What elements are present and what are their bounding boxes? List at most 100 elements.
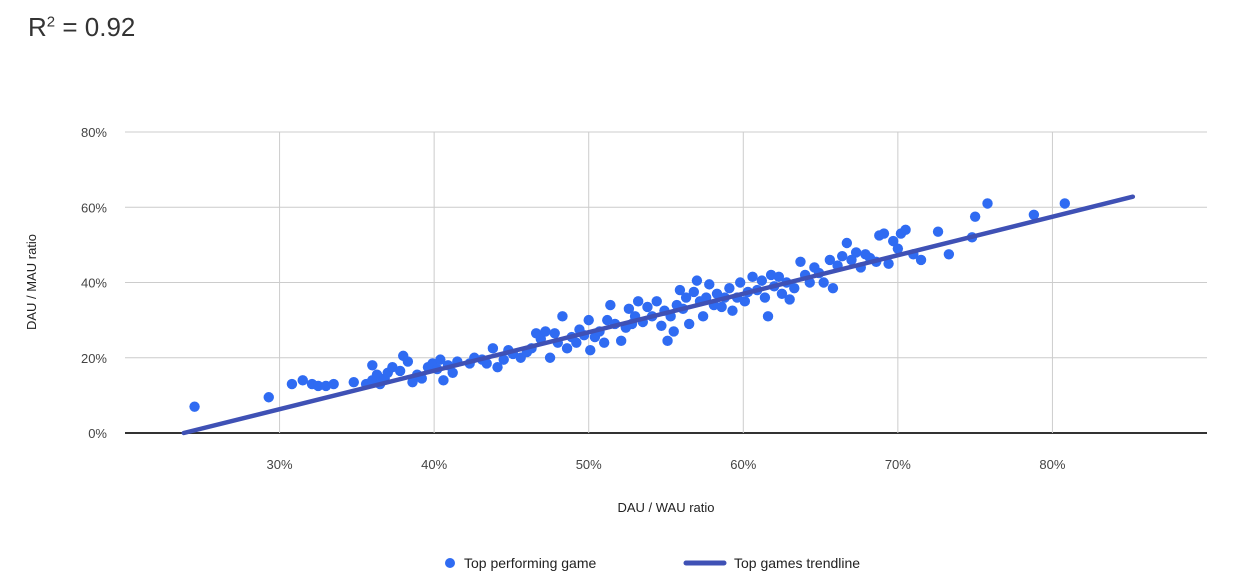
y-axis-label: DAU / MAU ratio <box>24 234 39 330</box>
x-tick-label: 70% <box>885 457 911 472</box>
data-point <box>776 288 788 299</box>
data-point <box>615 335 627 347</box>
data-point <box>447 367 458 378</box>
data-point <box>263 392 274 403</box>
r-squared-exponent: 2 <box>46 13 56 31</box>
data-point <box>878 228 890 239</box>
r-squared-symbol: R <box>28 12 47 42</box>
data-point <box>762 311 774 322</box>
data-point <box>656 320 667 331</box>
data-point <box>583 314 594 326</box>
data-point <box>724 282 735 294</box>
data-point <box>784 294 795 305</box>
data-point <box>1059 198 1070 209</box>
data-point <box>773 271 785 283</box>
data-point <box>605 299 616 311</box>
data-point <box>367 360 378 371</box>
data-point <box>716 301 727 313</box>
data-point <box>688 286 700 298</box>
data-point <box>892 243 904 254</box>
y-tick-label: 40% <box>81 276 107 291</box>
data-point <box>394 365 406 377</box>
data-point <box>888 235 899 247</box>
y-tick-label: 0% <box>88 426 107 441</box>
data-point <box>883 258 894 269</box>
data-point <box>982 198 993 209</box>
data-point <box>492 361 503 373</box>
data-point <box>789 282 800 294</box>
data-point <box>818 277 829 288</box>
y-tick-labels: 0% 20% 40% 60% 80% <box>81 125 107 441</box>
x-tick-labels: 30% 40% 50% 60% 70% 80% <box>267 457 1066 472</box>
data-point <box>313 380 324 392</box>
x-tick-label: 40% <box>421 457 447 472</box>
data-points <box>189 198 1070 412</box>
data-point <box>795 256 806 268</box>
data-point <box>487 343 499 354</box>
data-point <box>498 354 509 365</box>
data-point <box>407 377 418 388</box>
data-point <box>711 288 723 299</box>
data-point <box>841 237 853 249</box>
x-tick-label: 60% <box>730 457 756 472</box>
data-point <box>943 249 955 260</box>
y-tick-label: 60% <box>81 200 107 215</box>
data-point <box>557 311 568 322</box>
data-point <box>756 275 768 286</box>
grid-lines <box>125 131 1207 434</box>
data-point <box>189 401 200 412</box>
data-point <box>328 378 339 390</box>
data-point <box>674 284 686 296</box>
data-point <box>540 326 551 337</box>
data-point <box>662 335 673 347</box>
data-point <box>824 254 836 266</box>
data-point <box>691 275 703 286</box>
data-point <box>969 211 981 222</box>
data-point <box>602 314 613 326</box>
data-point <box>297 375 308 386</box>
data-point <box>915 254 927 266</box>
r-squared-label: R2 = 0.92 <box>28 12 135 43</box>
data-point <box>623 303 635 315</box>
r-squared-value: = 0.92 <box>55 12 136 42</box>
data-point <box>739 296 751 307</box>
data-point <box>348 377 359 388</box>
data-point <box>571 337 582 348</box>
data-point <box>549 328 560 339</box>
data-point <box>435 354 446 365</box>
legend-marker-points <box>445 558 455 568</box>
data-point <box>850 247 862 258</box>
data-point <box>827 282 839 294</box>
x-tick-label: 50% <box>576 457 602 472</box>
data-point <box>680 292 692 303</box>
legend: Top performing game Top games trendline <box>445 555 860 571</box>
data-point <box>544 352 556 363</box>
x-tick-label: 80% <box>1039 457 1065 472</box>
data-point <box>683 318 695 330</box>
data-point <box>759 292 771 303</box>
data-point <box>642 301 653 313</box>
data-point <box>632 296 644 307</box>
data-point <box>668 326 679 337</box>
legend-label-trendline: Top games trendline <box>734 555 860 571</box>
legend-label-points: Top performing game <box>464 555 597 571</box>
data-point <box>387 361 398 373</box>
x-axis-label: DAU / WAU ratio <box>617 500 714 515</box>
data-point <box>1028 209 1040 220</box>
data-point <box>402 356 414 367</box>
data-point <box>561 343 573 354</box>
y-tick-label: 80% <box>81 125 107 140</box>
data-point <box>371 369 383 380</box>
data-point <box>727 305 738 316</box>
data-point <box>585 345 596 356</box>
data-point <box>846 254 857 266</box>
data-point <box>697 311 709 322</box>
trendline-group <box>181 194 1136 436</box>
data-point <box>481 358 492 369</box>
data-point <box>704 279 715 290</box>
data-point <box>900 224 911 236</box>
data-point <box>651 296 662 307</box>
y-tick-label: 20% <box>81 351 107 366</box>
x-tick-label: 30% <box>267 457 293 472</box>
data-point <box>837 250 848 262</box>
